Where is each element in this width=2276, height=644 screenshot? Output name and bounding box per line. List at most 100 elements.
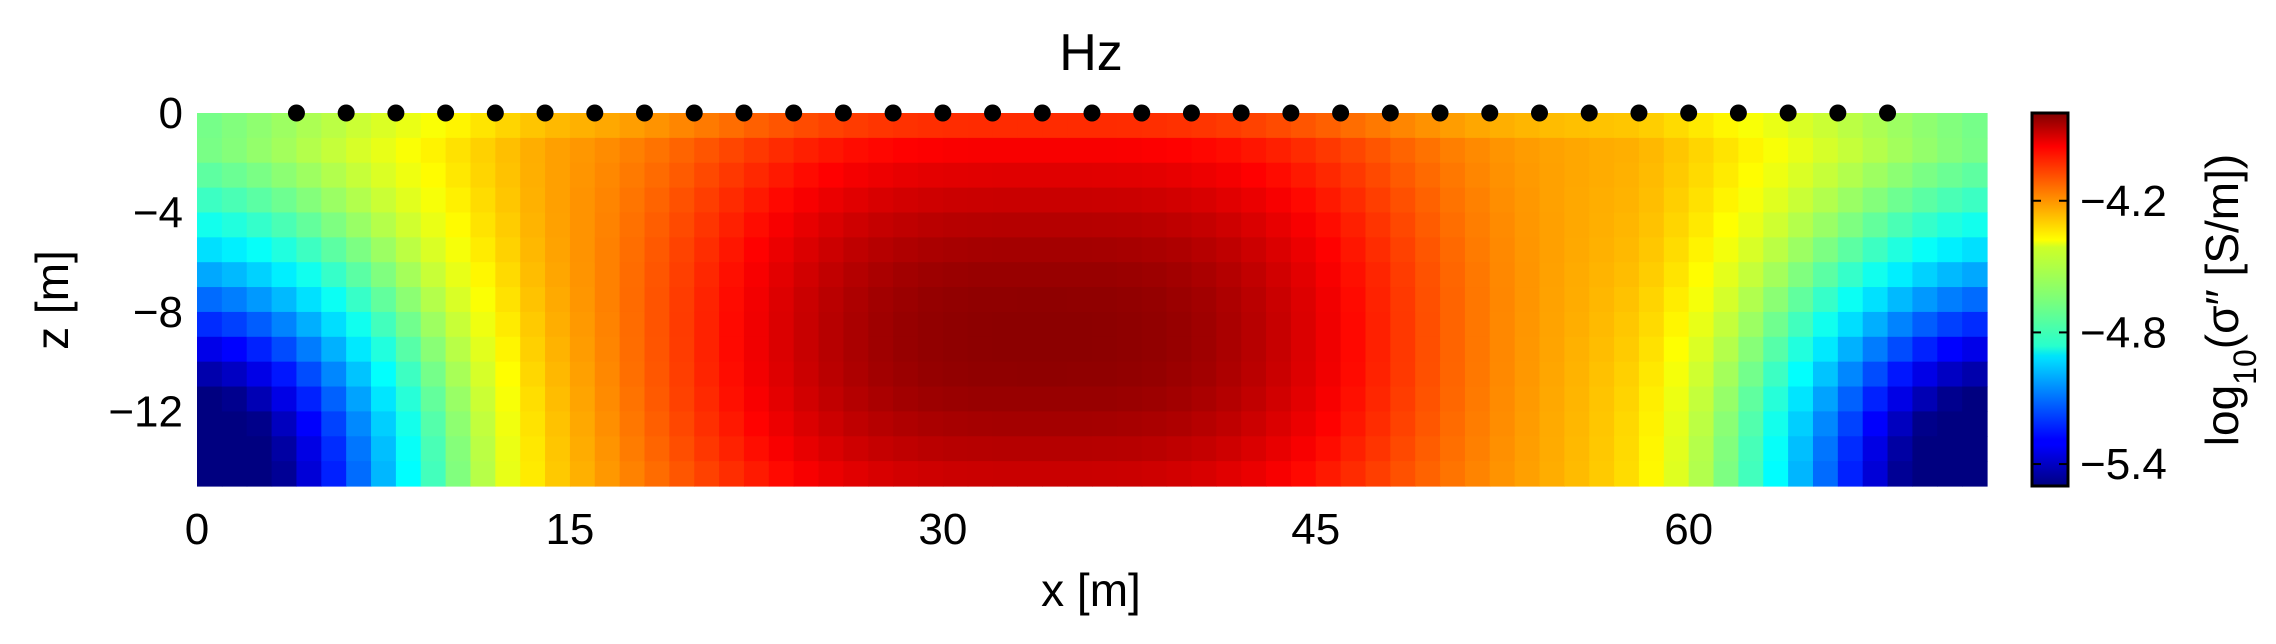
heatmap-cell <box>1290 436 1317 462</box>
heatmap-cell <box>296 311 322 338</box>
heatmap-cell <box>694 336 720 363</box>
heatmap-cell <box>1116 361 1143 388</box>
heatmap-cell <box>470 386 496 412</box>
heatmap-cell <box>619 212 646 238</box>
heatmap-cell <box>321 436 347 462</box>
heatmap-cell <box>445 386 472 412</box>
heatmap-cell <box>246 113 273 139</box>
heatmap-cell <box>221 137 248 164</box>
heatmap-cell <box>1116 411 1143 437</box>
heatmap-cell <box>1688 137 1715 164</box>
heatmap-cell <box>694 386 720 412</box>
colorbar-ticks: −4.2 −4.8 −5.4 <box>2032 177 2167 489</box>
heatmap-cell <box>1440 361 1466 388</box>
heatmap-cell <box>694 411 720 437</box>
heatmap-cell <box>1440 461 1466 487</box>
heatmap-cell <box>619 262 646 288</box>
heatmap-cell <box>1489 361 1516 388</box>
heatmap-cell <box>743 262 770 288</box>
heatmap-cell <box>1837 311 1864 338</box>
heatmap-cell <box>470 237 496 263</box>
heatmap-cell <box>1887 237 1914 263</box>
heatmap-cell <box>619 461 646 487</box>
heatmap-cell <box>197 237 223 263</box>
heatmap-cell <box>1116 386 1143 412</box>
heatmap-cell <box>1340 162 1367 189</box>
heatmap-cell <box>644 237 670 263</box>
heatmap-cell <box>445 162 472 189</box>
heatmap-cell <box>1514 137 1541 164</box>
heatmap-cell <box>1067 336 1093 363</box>
heatmap-cell <box>1912 237 1938 263</box>
heatmap-cell <box>271 336 298 363</box>
heatmap-cell <box>1937 262 1963 288</box>
heatmap-cell <box>1962 137 1988 164</box>
heatmap-cell <box>271 187 298 214</box>
heatmap-cell <box>818 137 844 164</box>
heatmap-cell <box>1266 461 1292 487</box>
heatmap-cell <box>669 237 695 263</box>
heatmap-cell <box>1390 162 1416 189</box>
heatmap-cell <box>1514 411 1541 437</box>
heatmap-cell <box>1862 187 1889 214</box>
heatmap-cell <box>1539 187 1565 214</box>
y-tick-label: −12 <box>108 387 183 436</box>
heatmap-cell <box>371 287 397 313</box>
heatmap-cell <box>868 237 894 263</box>
heatmap-cell <box>992 386 1019 412</box>
heatmap-cell <box>296 212 322 238</box>
heatmap-cell <box>246 287 273 313</box>
heatmap-cell <box>1688 411 1715 437</box>
heatmap-cell <box>545 212 571 238</box>
heatmap-cell <box>1539 386 1565 412</box>
heatmap-cell <box>1614 461 1640 487</box>
heatmap-cell <box>1042 212 1068 238</box>
heatmap-cell <box>321 237 347 263</box>
heatmap-cell <box>1937 212 1963 238</box>
heatmap-cell <box>1116 287 1143 313</box>
heatmap-cell <box>768 461 795 487</box>
heatmap-cell <box>1638 262 1665 288</box>
heatmap-cell <box>893 336 919 363</box>
heatmap-cell <box>1241 411 1267 437</box>
heatmap-cell <box>1788 361 1814 388</box>
heatmap-cell <box>1763 461 1789 487</box>
heatmap-cell <box>818 336 844 363</box>
heatmap-cell <box>197 262 223 288</box>
heatmap-cell <box>1092 137 1118 164</box>
heatmap-cell <box>1191 336 1217 363</box>
heatmap-cell <box>1340 311 1367 338</box>
heatmap-cell <box>1042 411 1068 437</box>
heatmap-cell <box>1912 162 1938 189</box>
heatmap-cell <box>1638 361 1665 388</box>
heatmap-cell <box>1937 187 1963 214</box>
heatmap-cell <box>470 336 496 363</box>
chart-title: Hz <box>1059 24 1123 82</box>
heatmap-cell <box>893 461 919 487</box>
heatmap-cell <box>1763 311 1789 338</box>
heatmap-cell <box>743 162 770 189</box>
heatmap-cell <box>793 262 820 288</box>
y-axis-label: z [m] <box>26 250 78 350</box>
heatmap-cell <box>992 212 1019 238</box>
heatmap-cell <box>594 411 621 437</box>
electrode-marker <box>1729 104 1747 122</box>
heatmap-cell <box>246 411 273 437</box>
heatmap-cell <box>768 212 795 238</box>
heatmap-cell <box>346 461 372 487</box>
heatmap-cell <box>594 262 621 288</box>
heatmap-cell <box>1315 311 1342 338</box>
heatmap-cell <box>1887 336 1914 363</box>
heatmap-cell <box>371 311 397 338</box>
heatmap-cell <box>1763 187 1789 214</box>
heatmap-cell <box>371 237 397 263</box>
heatmap-cell <box>545 436 571 462</box>
heatmap-cell <box>1390 436 1416 462</box>
heatmap-cell <box>1663 262 1690 288</box>
heatmap-cell <box>271 311 298 338</box>
heatmap-cell <box>495 187 521 214</box>
heatmap-cell <box>1663 162 1690 189</box>
heatmap-cell <box>520 162 546 189</box>
heatmap-cell <box>942 411 969 437</box>
